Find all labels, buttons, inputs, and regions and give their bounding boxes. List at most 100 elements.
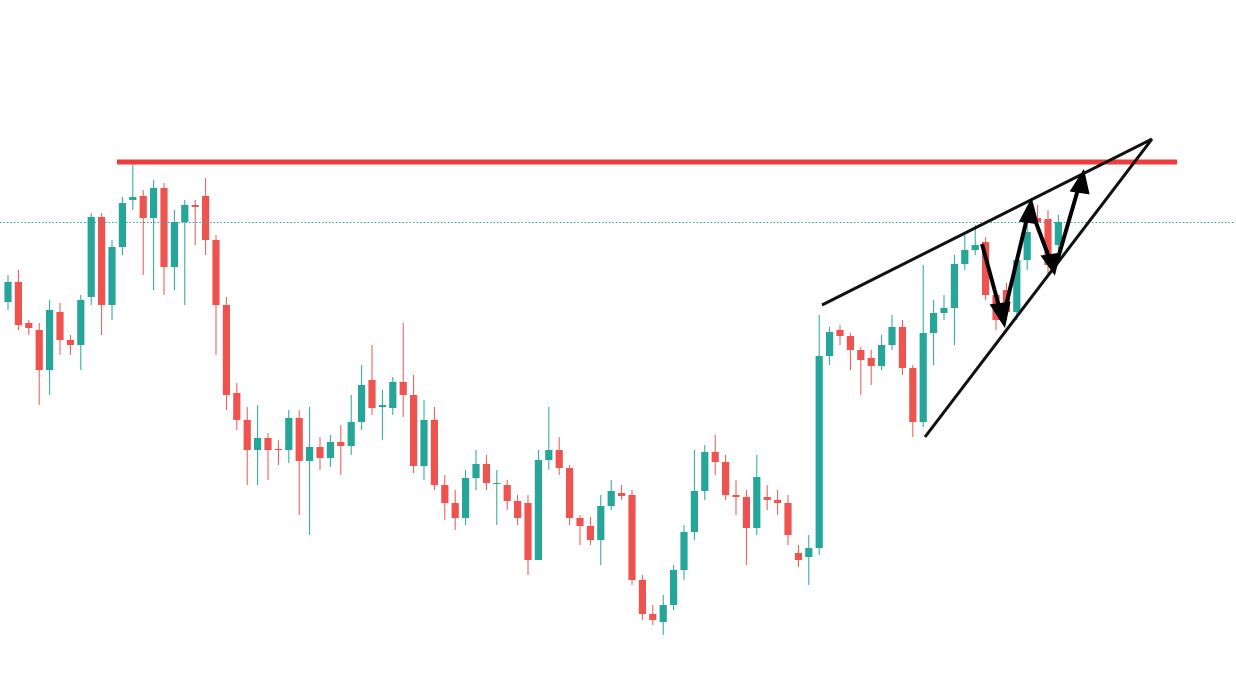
candle-body	[888, 327, 896, 345]
candle-body	[701, 452, 709, 491]
candle-body	[534, 460, 542, 560]
candle-body	[680, 532, 688, 570]
arrows	[980, 168, 1090, 329]
candle-body	[212, 240, 220, 305]
candle-body	[108, 247, 116, 305]
candle-body	[98, 217, 106, 305]
candle-body	[202, 196, 210, 240]
candle-body	[1044, 219, 1052, 265]
candle-body	[753, 477, 761, 528]
candle-body	[597, 506, 605, 540]
candle-body	[690, 491, 698, 532]
candle-body	[170, 222, 178, 267]
candle-body	[462, 478, 470, 518]
candle-body	[14, 282, 22, 325]
candle-body	[722, 462, 730, 495]
candle-body	[867, 358, 875, 366]
candle-body	[857, 350, 865, 360]
candle-body	[66, 340, 74, 345]
candle-body	[347, 422, 355, 446]
candle-body	[950, 264, 958, 308]
arrow	[1030, 211, 1052, 261]
arrow	[1054, 185, 1081, 266]
candle-body	[566, 468, 574, 518]
candle-body	[1013, 260, 1021, 312]
candle-body	[430, 420, 438, 485]
candle-body	[732, 495, 740, 497]
candle-body	[118, 203, 126, 247]
candle-body	[316, 447, 324, 458]
candle-body	[87, 217, 95, 297]
candle-body	[919, 333, 927, 422]
candle-body	[898, 327, 906, 368]
candle-body	[503, 485, 511, 501]
candle-body	[971, 245, 979, 250]
candle-body	[826, 332, 834, 356]
candle-body	[441, 485, 449, 503]
arrow	[980, 243, 1002, 311]
candle-body	[794, 553, 802, 560]
candle-body	[264, 438, 272, 450]
arrow	[1001, 213, 1030, 319]
candle-body	[46, 310, 54, 370]
candle-body	[909, 368, 917, 422]
candle-body	[555, 450, 563, 468]
candle-body	[659, 605, 667, 622]
candle-body	[1054, 222, 1062, 245]
candle-body	[451, 503, 459, 518]
candle-body	[254, 438, 262, 450]
candle-body	[295, 418, 303, 461]
candle-body	[711, 452, 719, 462]
candle-body	[181, 205, 189, 222]
candle-body	[1023, 232, 1031, 260]
candle-body	[35, 330, 43, 370]
candle-body	[389, 382, 397, 408]
candle-body	[514, 501, 522, 518]
candle-body	[233, 393, 241, 420]
lower-trendline	[923, 138, 1154, 438]
candle-body	[982, 242, 990, 295]
candle-body	[524, 503, 532, 560]
candle-body	[243, 420, 251, 450]
candle-body	[4, 282, 12, 302]
candle-body	[961, 250, 969, 264]
candle-body	[274, 449, 282, 450]
candle-body	[482, 464, 490, 483]
candle-body	[670, 570, 678, 605]
candle-body	[191, 205, 199, 207]
candle-body	[25, 323, 33, 328]
candle-body	[628, 495, 636, 580]
candle-body	[878, 345, 886, 366]
candle-body	[420, 420, 428, 466]
arrow-head	[1069, 168, 1090, 195]
candle-body	[285, 418, 293, 450]
candle-body	[472, 464, 480, 478]
candle-body	[493, 483, 501, 484]
candle-body	[836, 330, 844, 336]
candle-body	[410, 395, 418, 466]
candle-body	[129, 197, 137, 200]
candle-body	[306, 447, 314, 461]
candle-body	[784, 503, 792, 535]
candle-body	[607, 491, 615, 506]
candle-body	[160, 188, 168, 267]
candle-body	[940, 308, 948, 313]
candle-body	[56, 312, 64, 340]
candle-body	[586, 526, 594, 540]
candle-body	[222, 305, 230, 395]
candle-body	[815, 356, 823, 548]
candle-body	[150, 188, 158, 218]
candle-body	[774, 500, 782, 503]
candle-body	[805, 548, 813, 557]
candle-body	[763, 497, 771, 500]
candle-body	[846, 336, 854, 350]
candle-body	[545, 450, 553, 460]
candle-body	[638, 580, 646, 614]
candle-body	[618, 493, 626, 496]
candle-body	[649, 614, 657, 620]
candle-body	[368, 380, 376, 408]
candle-body	[77, 300, 85, 345]
candles	[4, 163, 1062, 635]
candle-body	[378, 405, 386, 407]
